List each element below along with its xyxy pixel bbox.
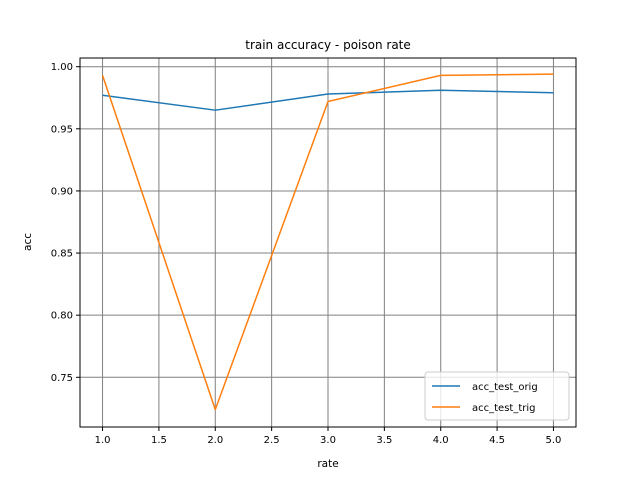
x-tick-label: 1.0 [95,435,111,446]
x-tick-label: 2.5 [264,435,280,446]
y-tick-label: 0.75 [51,373,73,384]
y-tick-label: 0.80 [51,311,73,322]
y-tick-label: 1.00 [51,62,73,73]
legend: acc_test_orig acc_test_trig [424,371,570,421]
x-tick-label: 4.5 [489,435,505,446]
x-tick-label: 3.5 [376,435,392,446]
x-axis-label: rate [317,458,338,470]
x-tick-label: 4.0 [433,435,449,446]
y-tick-label: 0.90 [51,186,73,197]
y-tick-label: 0.95 [51,124,73,135]
legend-box [424,371,570,421]
series-line-acc-test-orig [102,89,554,111]
series-lines [101,73,554,411]
chart-title: train accuracy - poison rate [245,38,411,52]
legend-label-acc-test-trig: acc_test_trig [472,403,536,414]
x-tick-label: 2.0 [207,435,223,446]
x-tick-label: 5.0 [546,435,562,446]
y-axis-label: acc [22,233,34,251]
x-tick-label: 3.0 [320,435,336,446]
x-tick-label: 1.5 [151,435,167,446]
legend-label-acc-test-orig: acc_test_orig [472,382,538,393]
series-line-acc-test-trig [101,73,554,411]
y-tick-label: 0.85 [51,249,73,260]
axis-ticks: 1.0 1.5 2.0 2.5 3.0 3.5 4.0 4.5 5.0 0.75 0.80 0.85 0… [51,62,562,446]
